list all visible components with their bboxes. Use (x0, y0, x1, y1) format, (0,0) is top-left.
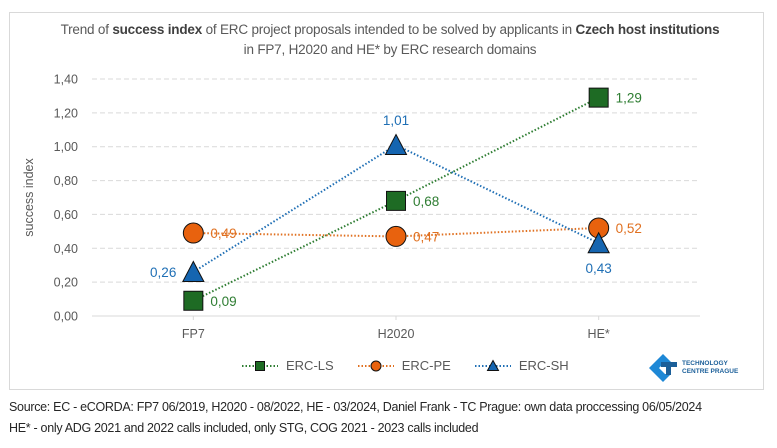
data-label: 0,47 (413, 229, 439, 244)
source-note: Source: EC - eCORDA: FP7 06/2019, H2020 … (9, 400, 702, 414)
legend-swatch (474, 358, 511, 371)
data-label: 1,29 (616, 91, 642, 106)
tc-prague-logo: TECHNOLOGY CENTRE PRAGUE (648, 353, 738, 383)
tc-logo-icon (649, 354, 677, 382)
y-tick-label: 0,60 (54, 208, 78, 222)
data-label: 0,26 (150, 265, 176, 280)
chart-title: Trend of success index of ERC project pr… (60, 20, 720, 60)
legend-swatch (357, 360, 394, 371)
y-tick-label: 1,20 (54, 106, 78, 120)
legend-item-erc-sh: ERC-SH (473, 358, 569, 373)
legend-swatch (242, 360, 278, 371)
data-label: 1,01 (383, 113, 409, 128)
series-erc-pe: 0,49 0,47 0,52 (182, 217, 642, 247)
logo-line2: CENTRE PRAGUE (682, 368, 739, 375)
legend-item-erc-ls: ERC-LS (240, 358, 334, 373)
marker-circle (182, 222, 204, 244)
marker-square (255, 360, 265, 371)
x-tick-label: H2020 (378, 327, 415, 341)
data-label: 0,49 (210, 226, 236, 241)
footer: Source: EC - eCORDA: FP7 06/2019, H2020 … (9, 397, 702, 439)
marker-triangle (587, 231, 610, 254)
y-tick-label: 0,00 (54, 310, 78, 324)
y-tick-label: 0,20 (54, 276, 78, 290)
marker-triangle (486, 358, 500, 371)
title-part: in FP7, H2020 and HE* by ERC research do… (243, 42, 537, 57)
series-line-erc-pe (193, 226, 599, 238)
marker-circle (370, 360, 382, 371)
title-part: Czech host institutions (575, 22, 720, 37)
y-tick-label: 1,40 (54, 73, 78, 87)
legend: ERC-LS ERC-PE ERC-SH (240, 358, 569, 373)
legend-label: ERC-SH (518, 358, 569, 373)
title-part: of ERC project proposals intended to be … (202, 22, 576, 37)
legend-label: ERC-LS (286, 358, 334, 373)
data-label: 0,43 (586, 261, 612, 276)
y-tick-label: 1,00 (54, 140, 78, 154)
y-axis-label: success index (22, 157, 36, 236)
y-tick-label: 0,80 (54, 174, 78, 188)
logo-line1: TECHNOLOGY (682, 360, 728, 367)
marker-triangle (384, 133, 408, 156)
data-label: 0,09 (210, 294, 236, 309)
legend-label: ERC-PE (401, 358, 451, 373)
x-tick-label: FP7 (182, 327, 205, 341)
marker-square (588, 87, 609, 108)
series-erc-ls: 0,09 0,68 1,29 (183, 87, 642, 311)
y-tick-label: 0,40 (54, 242, 78, 256)
marker-square (386, 190, 406, 211)
data-label: 0,68 (413, 194, 439, 209)
legend-item-erc-pe: ERC-PE (356, 358, 451, 373)
marker-triangle (182, 260, 205, 282)
title-part: Trend of (60, 22, 113, 37)
marker-circle (385, 225, 407, 247)
series-erc-sh: 0,26 1,01 0,43 (150, 113, 612, 282)
he-note: HE* - only ADG 2021 and 2022 calls inclu… (9, 421, 479, 435)
x-tick-label: HE* (588, 327, 610, 341)
title-part: success index (112, 22, 203, 37)
data-label: 0,52 (616, 221, 642, 236)
marker-square (183, 290, 204, 311)
